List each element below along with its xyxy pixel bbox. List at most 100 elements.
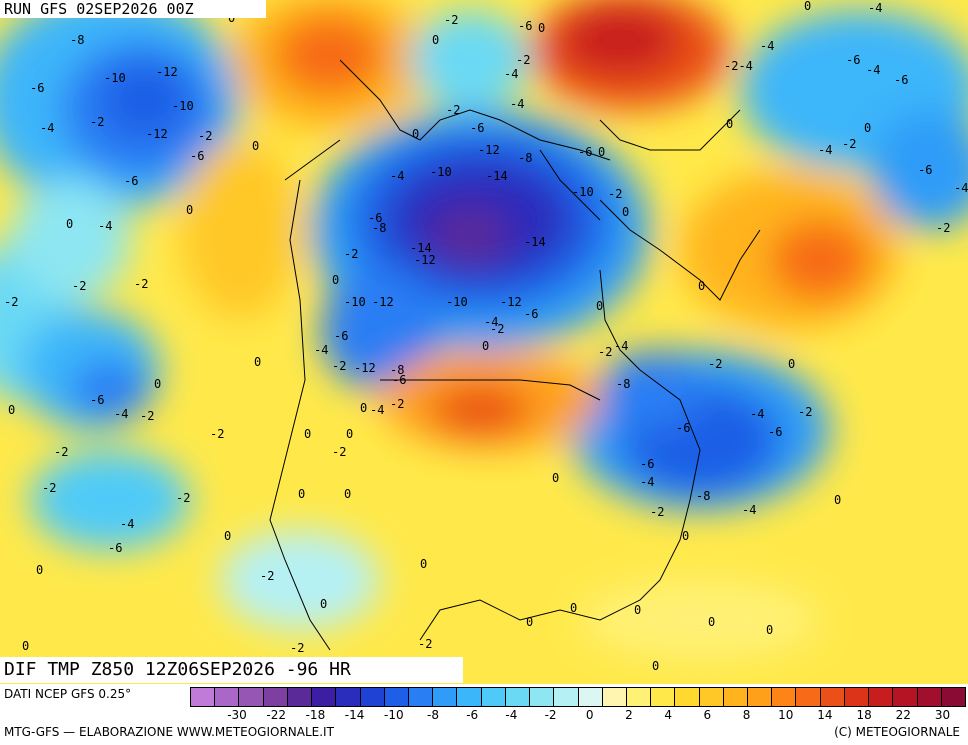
legend-swatch	[191, 688, 216, 706]
contour-label: -6	[846, 53, 860, 67]
contour-label: -6	[108, 541, 122, 555]
contour-label: 0	[66, 217, 73, 231]
contour-label: -2	[54, 445, 68, 459]
contour-label: 0	[526, 615, 533, 629]
legend-tick-label: -18	[305, 708, 326, 722]
contour-label: -4	[866, 63, 880, 77]
contour-label: -12	[372, 295, 394, 309]
contour-label: -2	[176, 491, 190, 505]
contour-label: -2	[198, 129, 212, 143]
contour-label: -14	[410, 241, 432, 255]
legend-tick-label: -14	[344, 708, 365, 722]
contour-label: -8	[616, 377, 630, 391]
contour-label: -2	[260, 569, 274, 583]
legend-swatch	[893, 688, 918, 706]
contour-label: -12	[414, 253, 436, 267]
contour-label: -12	[478, 143, 500, 157]
contour-label: -2	[4, 295, 18, 309]
contour-label: -14	[524, 235, 546, 249]
contour-label: -2	[490, 322, 504, 336]
legend-swatch	[505, 688, 531, 706]
contour-label: -6	[640, 457, 654, 471]
contour-label: -4	[314, 343, 328, 357]
contour-label: -2	[608, 187, 622, 201]
contour-label: 0	[598, 145, 605, 159]
legend-swatch	[239, 688, 264, 706]
contour-label: -4	[750, 407, 764, 421]
legend-tick-label: 8	[742, 708, 751, 722]
contour-label: -6	[518, 19, 532, 33]
contour-label: 0	[36, 563, 43, 577]
contour-label: -2	[418, 637, 432, 651]
contour-label: -4	[504, 67, 518, 81]
contour-label: 0	[698, 279, 705, 293]
contour-label: -12	[156, 65, 178, 79]
contour-label: -4	[114, 407, 128, 421]
legend-tick-label: 0	[585, 708, 594, 722]
contour-label: -2	[390, 397, 404, 411]
contour-label: -6	[524, 307, 538, 321]
contour-label: -6	[768, 425, 782, 439]
anomaly-field	[0, 0, 968, 660]
legend-swatch	[869, 688, 894, 706]
contour-label: 0	[304, 427, 311, 441]
legend-swatch	[457, 688, 482, 706]
contour-label: -2	[90, 115, 104, 129]
contour-label: -2	[140, 409, 154, 423]
legend-tick-label: 6	[703, 708, 712, 722]
contour-label: 0	[22, 639, 29, 653]
contour-label: -4	[614, 339, 628, 353]
contour-label: 0	[482, 339, 489, 353]
legend-swatch	[723, 688, 749, 706]
legend-swatch	[312, 688, 337, 706]
legend-swatch	[602, 688, 627, 706]
contour-label: -4	[640, 475, 654, 489]
legend-tick-label: 30	[934, 708, 951, 722]
contour-label: -4	[868, 1, 882, 15]
contour-label: -4	[370, 403, 384, 417]
legend-swatch	[748, 688, 773, 706]
contour-label: -4	[40, 121, 54, 135]
coastlines	[269, 59, 761, 651]
contour-label: -8	[372, 221, 386, 235]
contour-label: -10	[344, 295, 366, 309]
contour-label: 0	[332, 273, 339, 287]
contour-label: 0	[652, 659, 659, 673]
contour-label: -6	[578, 145, 592, 159]
contour-label: -6	[392, 373, 406, 387]
contour-label: -6	[894, 73, 908, 87]
legend-tick-label: -30	[227, 708, 247, 722]
contour-label: -10	[572, 185, 594, 199]
legend-tick-label: 18	[856, 708, 872, 722]
legend-swatch	[263, 688, 288, 706]
legend-swatch	[917, 688, 942, 706]
legend-swatch	[578, 688, 603, 706]
legend-swatch	[481, 688, 506, 706]
contour-label: 0	[596, 299, 603, 313]
legend-swatch	[336, 688, 361, 706]
contour-label: 0	[570, 601, 577, 615]
legend-tick-label: -6	[466, 708, 479, 722]
contour-label: -2	[842, 137, 856, 151]
contour-label: -8	[70, 33, 84, 47]
legend-tick-label: 14	[817, 708, 833, 722]
contour-label: 0	[228, 11, 235, 25]
legend-tick-label: -2	[544, 708, 557, 722]
legend-swatch	[530, 688, 555, 706]
contour-label: 0	[708, 615, 715, 629]
contour-label: 0	[320, 597, 327, 611]
contour-label: 0	[432, 33, 439, 47]
contour-label: -6	[90, 393, 104, 407]
contour-label: -2	[344, 247, 358, 261]
legend-swatch	[215, 688, 240, 706]
legend-tick-label: 10	[778, 708, 794, 722]
contour-label: -14	[486, 169, 508, 183]
contour-label: 0	[252, 139, 259, 153]
contour-label: 0	[360, 401, 367, 415]
contour-label: 0	[682, 529, 689, 543]
credits-left: MTG-GFS — ELABORAZIONE WWW.METEOGIORNALE…	[4, 725, 334, 739]
contour-label: -10	[446, 295, 468, 309]
contour-label: -6	[470, 121, 484, 135]
legend-swatch	[699, 688, 724, 706]
